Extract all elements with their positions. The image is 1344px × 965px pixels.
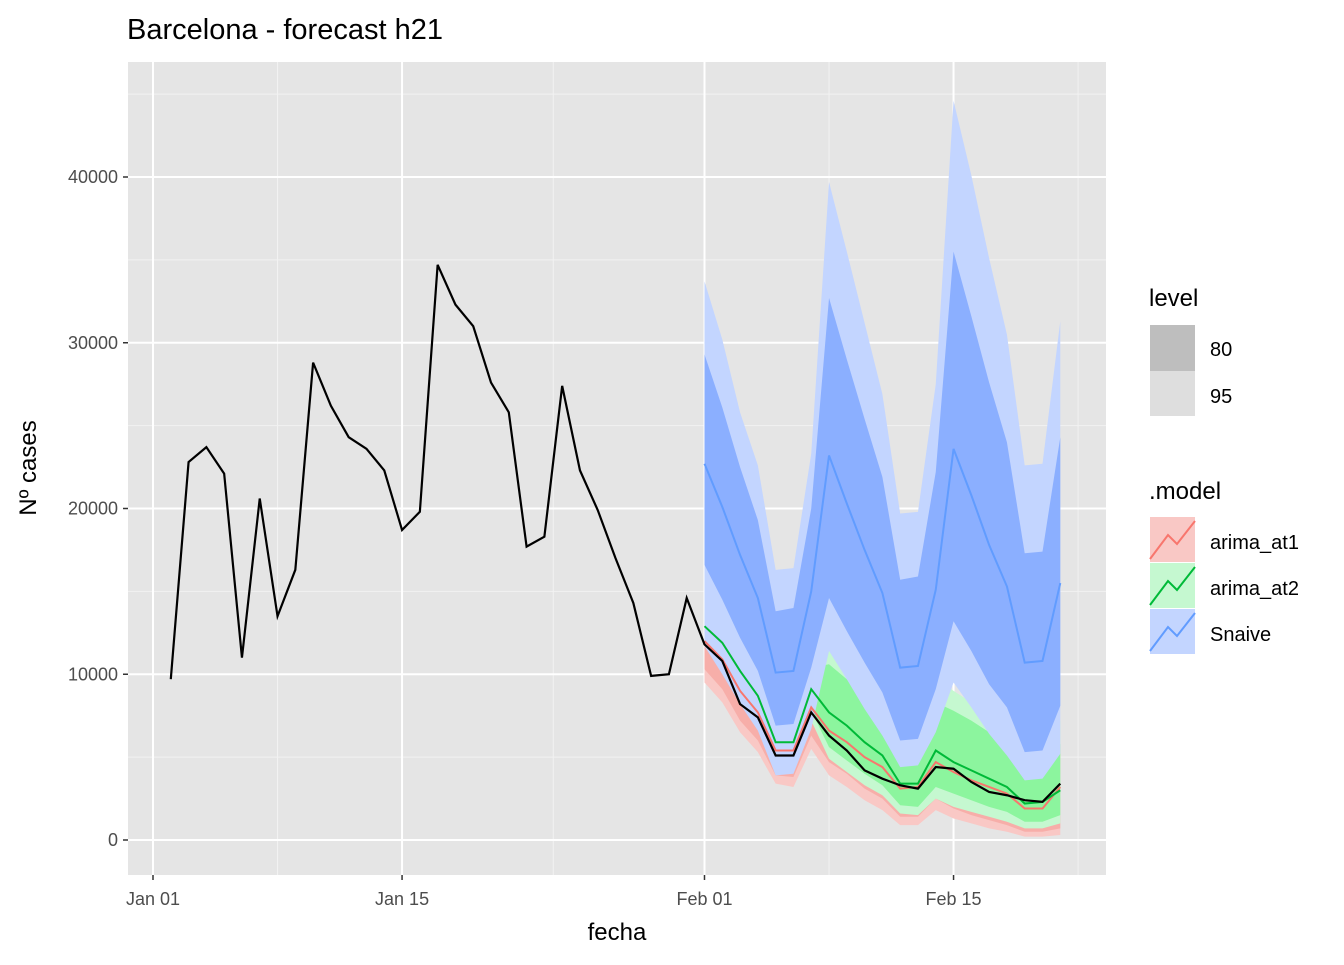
legend-model-title: .model: [1149, 478, 1221, 505]
legend-label-snaive: Snaive: [1210, 624, 1271, 646]
ribbon-80-snaive: [704, 251, 1061, 753]
legend-level: level 80 95: [1149, 285, 1232, 416]
y-tick-label: 30000: [68, 333, 118, 353]
x-tick-label: Feb 15: [926, 889, 982, 909]
legend-line-snaive-icon: [1149, 612, 1196, 652]
legend-level-title: level: [1149, 285, 1198, 312]
x-axis-label: fecha: [588, 919, 647, 946]
y-axis-label: Nº cases: [15, 420, 42, 515]
y-tick-label: 20000: [68, 499, 118, 519]
y-axis: 0 10000 20000 30000 40000: [68, 167, 128, 850]
y-tick-label: 10000: [68, 664, 118, 684]
x-axis: Jan 01 Jan 15 Feb 01 Feb 15: [126, 875, 982, 909]
legend-key-95: [1150, 371, 1195, 416]
x-tick-label: Feb 01: [676, 889, 732, 909]
line-arima-at2: [703, 625, 1061, 805]
y-tick-label: 0: [108, 830, 118, 850]
legend-model: .model arima_at1 arima_at2 Snaive: [1149, 478, 1299, 654]
forecast-lines: [169, 264, 1062, 810]
legend-label-95: 95: [1210, 386, 1232, 408]
chart-title: Barcelona - forecast h21: [127, 14, 443, 46]
legend-label-arima-at1: arima_at1: [1210, 532, 1299, 554]
legend-key-80: [1150, 325, 1195, 371]
legend-line-arima-at2-icon: [1149, 566, 1196, 606]
line-snaive: [703, 448, 1062, 674]
legend-label-80: 80: [1210, 339, 1232, 361]
y-tick-label: 40000: [68, 167, 118, 187]
x-tick-label: Jan 01: [126, 889, 180, 909]
line-actual: [169, 264, 1062, 804]
line-arima-at1: [703, 640, 1062, 810]
legend-label-arima-at2: arima_at2: [1210, 578, 1299, 600]
legend-line-arima-at1-icon: [1149, 520, 1196, 560]
x-tick-label: Jan 15: [375, 889, 429, 909]
